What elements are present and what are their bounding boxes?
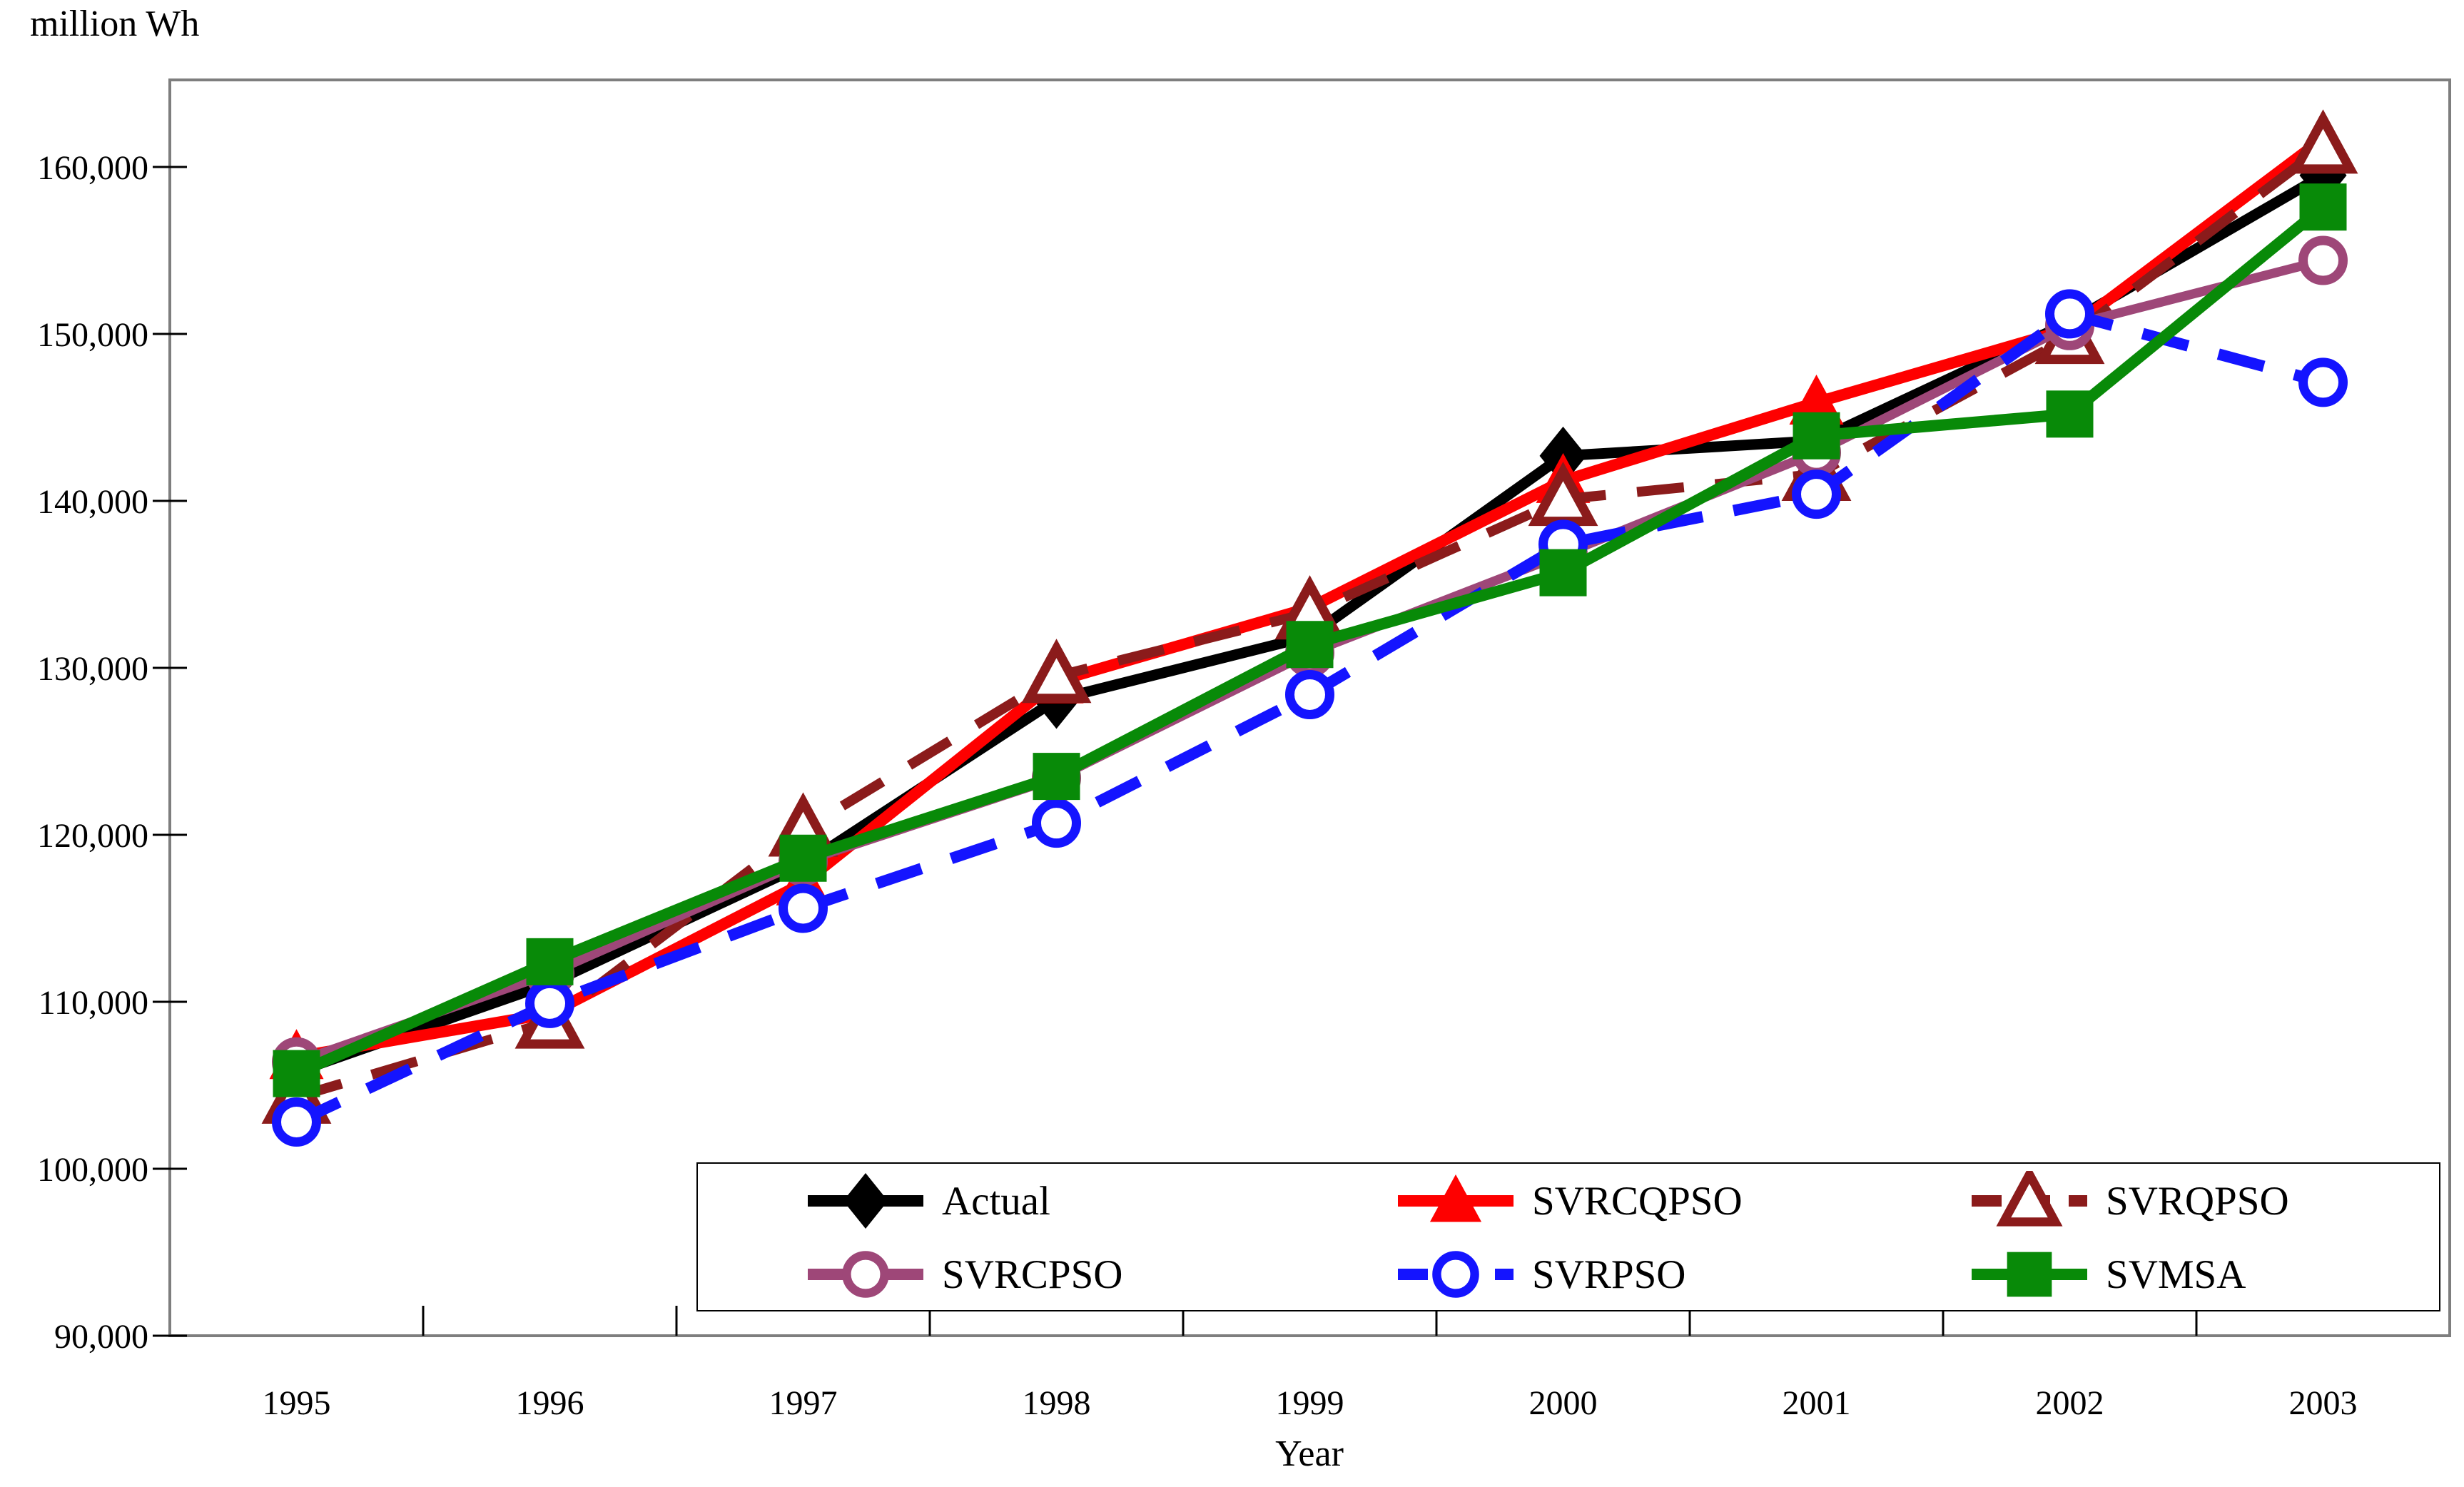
y-tick-label: 150,000 [37,316,148,354]
legend-item-svrcqpso: SVRCQPSO [1395,1171,1743,1231]
series-point-svrqpso-1998 [1021,639,1092,704]
plot-area-border [168,78,2451,1337]
legend-marker-svrpso [1398,1251,1514,1298]
legend-item-svrpso: SVRPSO [1395,1244,1685,1304]
legend-label-svmsa: SVMSA [2106,1252,2246,1297]
x-tick-label: 1999 [1276,1384,1344,1422]
legend-marker-svmsa [1972,1252,2087,1297]
legend-label-actual: Actual [942,1178,1050,1224]
series-point-svmsa-1999 [1286,621,1334,669]
series-point-svmsa-2001 [1793,412,1840,460]
y-tick-label: 110,000 [39,984,148,1022]
series-point-svmsa-1995 [273,1050,320,1097]
x-tick-label: 2002 [2036,1384,2104,1422]
x-tick-label: 2000 [1529,1384,1598,1422]
legend-label-svrqpso: SVRQPSO [2106,1178,2289,1224]
legend-label-svrpso: SVRPSO [1532,1252,1686,1297]
series-point-svmsa-1997 [779,834,827,882]
series-point-svrcqpso-2001 [1789,374,1844,425]
legend-sample-marker-svrcpso [842,1251,889,1298]
series-point-svrpso-1997 [779,883,828,933]
x-axis-title: Year [1275,1433,1344,1474]
legend-marker-svrcqpso [1398,1174,1514,1222]
y-axis-title: million Wh [30,4,200,44]
series-point-svmsa-2002 [2046,390,2094,438]
y-tick-label: 160,000 [37,149,148,187]
legend-item-svrcpso: SVRCPSO [805,1244,1122,1304]
series-point-svrpso-2001 [1792,470,1841,519]
legend-marker-svrqpso [1972,1171,2087,1227]
series-point-svrpso-1999 [1285,669,1334,719]
legend-marker-actual [808,1173,923,1229]
series-point-svrpso-1998 [1032,798,1081,848]
x-tick-label: 2001 [1783,1384,1851,1422]
series-point-svrpso-1995 [272,1097,321,1147]
y-tick-label: 120,000 [37,817,148,855]
legend-sample-marker-svrqpso [1996,1171,2063,1227]
legend-label-svrcpso: SVRCPSO [942,1252,1123,1297]
legend-sample-marker-svrpso [1432,1251,1479,1298]
legend-label-svrcqpso: SVRCQPSO [1532,1178,1743,1224]
legend-sample-marker-svmsa [2007,1252,2052,1297]
legend-sample-marker-actual [843,1173,888,1229]
y-tick-label: 130,000 [37,650,148,688]
y-tick-label: 90,000 [54,1318,148,1356]
x-tick-label: 1996 [516,1384,584,1422]
series-point-svmsa-2003 [2299,183,2347,231]
series-point-svrqpso-2003 [2288,109,2358,174]
legend-sample-marker-svrcqpso [1429,1174,1482,1222]
x-tick-label: 1995 [263,1384,331,1422]
series-point-svmsa-1996 [526,938,574,985]
legend-item-actual: Actual [805,1171,1050,1231]
legend-box: Actual SVRCQPSO SVRQPSO SVRCPSO SVRPSO S… [696,1162,2440,1311]
y-tick-label: 140,000 [37,483,148,521]
legend-item-svmsa: SVMSA [1969,1244,2246,1304]
series-point-svrpso-1996 [525,978,574,1028]
x-tick-label: 1998 [1023,1384,1091,1422]
x-tick-label: 2003 [2289,1384,2358,1422]
series-point-svmsa-1998 [1033,753,1080,801]
series-point-svmsa-2000 [1539,549,1587,597]
series-point-svrpso-2003 [2298,357,2348,407]
legend-marker-svrcpso [808,1251,923,1298]
series-point-svrpso-2002 [2045,289,2094,339]
series-point-svrcpso-2003 [2298,235,2348,285]
x-tick-label: 1997 [769,1384,838,1422]
legend-item-svrqpso: SVRQPSO [1969,1171,2289,1231]
y-tick-label: 100,000 [37,1151,148,1189]
